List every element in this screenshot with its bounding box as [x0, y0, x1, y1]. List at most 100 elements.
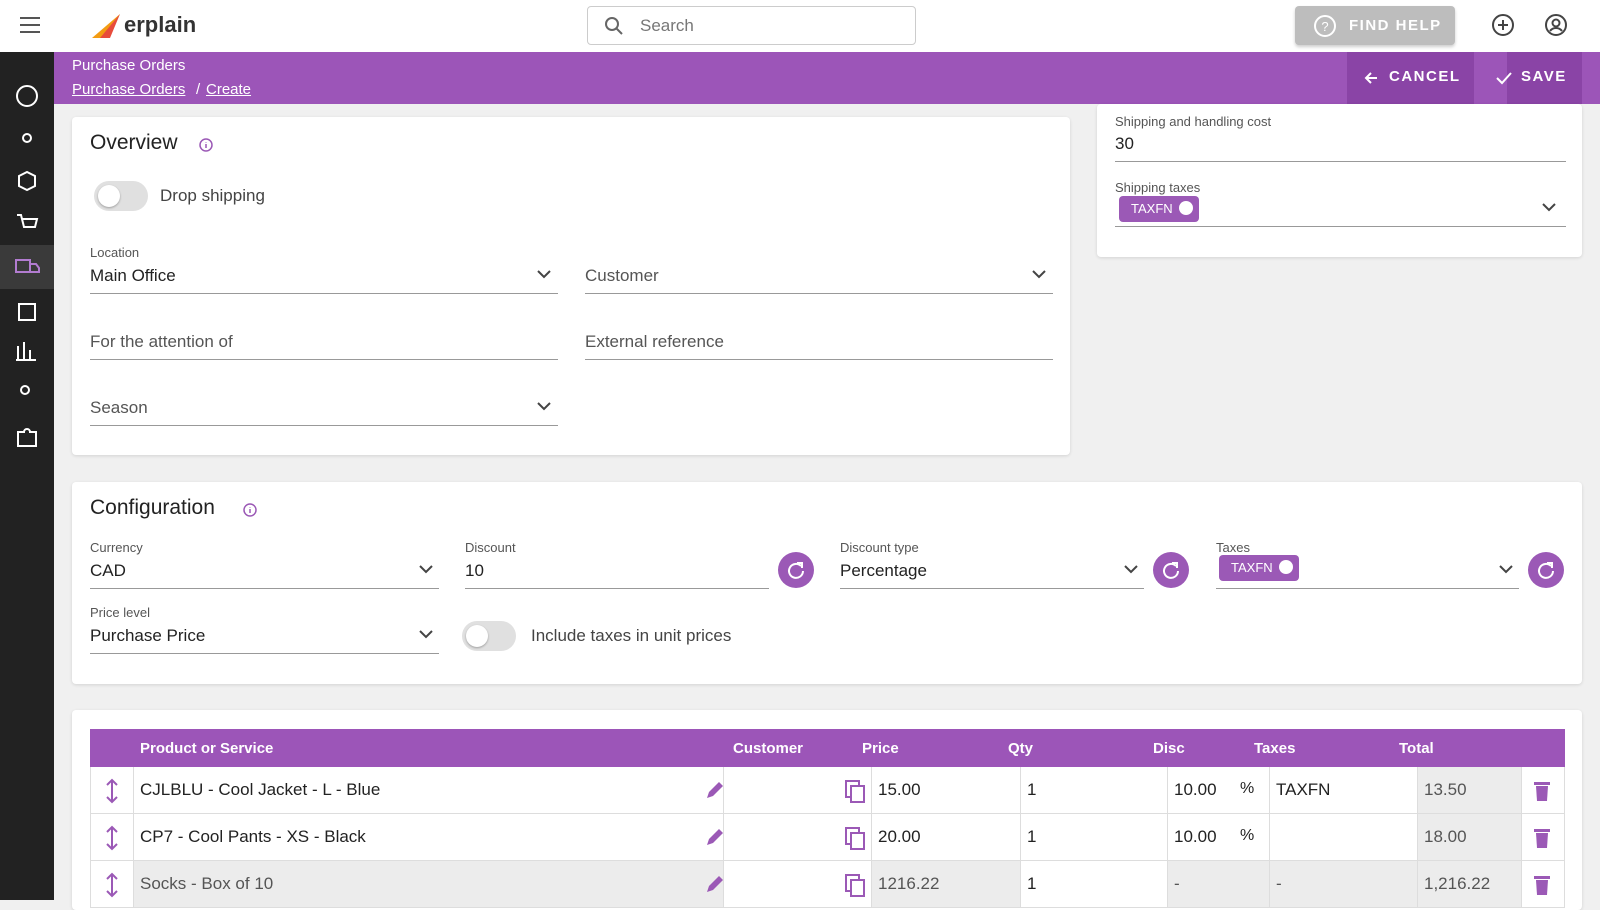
dropdown-arrow[interactable] — [418, 564, 434, 574]
taxes-cell[interactable]: TAXFN — [1270, 767, 1418, 813]
total-cell: 1,216.22 — [1418, 861, 1522, 907]
cancel-button[interactable]: CANCEL — [1347, 52, 1474, 104]
edit-button[interactable] — [704, 826, 726, 848]
include-taxes-toggle[interactable] — [462, 621, 516, 651]
field-underline — [585, 359, 1053, 360]
breadcrumb-current[interactable]: Create — [206, 81, 252, 98]
apply-discount-type-button[interactable] — [1153, 552, 1189, 588]
orders-icon[interactable] — [18, 303, 36, 321]
refresh-icon — [1538, 562, 1554, 579]
discount-type-value[interactable]: Percentage — [840, 561, 927, 580]
lines-card: Product or Service Customer Price Qty Disc Ta… — [72, 710, 1582, 910]
column-header[interactable]: Price — [862, 740, 899, 757]
contacts-icon[interactable] — [22, 133, 32, 143]
edit-button[interactable] — [704, 873, 726, 895]
copy-button[interactable] — [844, 873, 866, 897]
disc-cell[interactable]: - — [1168, 861, 1270, 907]
purchases-icon[interactable] — [15, 259, 40, 273]
delete-button[interactable] — [1533, 827, 1551, 849]
discount-value[interactable]: 10 — [465, 561, 484, 580]
discount-type-label: Discount type — [840, 540, 919, 555]
tax-chip[interactable]: TAXFN — [1219, 555, 1299, 581]
shipping-card: Shipping and handling cost 30 Shipping t… — [1097, 104, 1582, 257]
price-cell[interactable]: 15.00 — [872, 767, 1021, 813]
field-underline — [90, 425, 558, 426]
configuration-title: Configuration — [90, 496, 215, 519]
drop-shipping-label: Drop shipping — [160, 186, 265, 205]
dropdown-arrow[interactable] — [1498, 564, 1514, 574]
customer-cell[interactable] — [724, 861, 872, 907]
dashboard-icon[interactable] — [16, 85, 38, 107]
total-cell: 13.50 — [1418, 767, 1522, 813]
customer-cell[interactable] — [724, 814, 872, 860]
table-header — [90, 729, 1565, 767]
menu-button[interactable] — [20, 16, 42, 34]
qty-cell[interactable]: 1 — [1021, 814, 1168, 860]
product-cell[interactable]: CP7 - Cool Pants - XS - Black — [134, 814, 724, 860]
add-button[interactable] — [1491, 13, 1515, 37]
column-header[interactable]: Total — [1399, 740, 1434, 757]
apply-discount-button[interactable] — [778, 552, 814, 588]
dropdown-arrow[interactable] — [1541, 202, 1557, 212]
price-cell[interactable]: 1216.22 — [872, 861, 1021, 907]
copy-button[interactable] — [844, 826, 866, 850]
disc-cell[interactable]: 10.00 — [1168, 767, 1270, 813]
product-cell[interactable]: Socks - Box of 10 — [134, 861, 724, 907]
breadcrumb-link[interactable]: Purchase Orders — [72, 81, 186, 98]
qty-cell[interactable]: 1 — [1021, 767, 1168, 813]
drag-handle[interactable] — [102, 824, 122, 852]
drop-shipping-toggle[interactable] — [94, 181, 148, 211]
delete-button[interactable] — [1533, 874, 1551, 896]
drag-handle[interactable] — [102, 871, 122, 899]
column-header[interactable]: Customer — [732, 740, 803, 757]
column-header[interactable]: Product or Service — [140, 740, 274, 757]
currency-label: Currency — [90, 540, 143, 555]
delete-button[interactable] — [1533, 780, 1551, 802]
sales-icon[interactable] — [17, 214, 39, 228]
currency-value[interactable]: CAD — [90, 561, 126, 580]
attention-field[interactable]: For the attention of — [90, 332, 233, 351]
location-value[interactable]: Main Office — [90, 266, 176, 285]
apps-icon[interactable] — [17, 428, 37, 447]
info-icon[interactable] — [198, 137, 214, 153]
disc-cell[interactable]: 10.00 — [1168, 814, 1270, 860]
drag-handle[interactable] — [102, 777, 122, 805]
column-header[interactable]: Disc — [1153, 740, 1185, 757]
dropdown-arrow[interactable] — [418, 629, 434, 639]
overview-card: Overview Drop shipping Location Main Off… — [72, 117, 1070, 455]
copy-button[interactable] — [844, 779, 866, 803]
field-underline — [1216, 588, 1519, 589]
apply-taxes-button[interactable] — [1528, 552, 1564, 588]
season-field[interactable]: Season — [90, 398, 148, 417]
save-button[interactable]: SAVE — [1496, 52, 1582, 104]
profile-button[interactable] — [1544, 13, 1568, 37]
product-cell[interactable]: CJLBLU - Cool Jacket - L - Blue — [134, 767, 724, 813]
search-box[interactable]: Search — [587, 6, 916, 45]
products-icon[interactable] — [18, 170, 36, 192]
taxes-cell[interactable]: - — [1270, 861, 1418, 907]
taxes-cell[interactable] — [1270, 814, 1418, 860]
price-level-value[interactable]: Purchase Price — [90, 626, 206, 645]
dropdown-arrow[interactable] — [536, 401, 552, 411]
price-cell[interactable]: 20.00 — [872, 814, 1021, 860]
dropdown-arrow[interactable] — [1123, 564, 1139, 574]
column-header[interactable]: Qty — [1008, 740, 1034, 757]
customer-cell[interactable] — [724, 767, 872, 813]
info-icon[interactable] — [242, 502, 258, 518]
reports-icon[interactable] — [16, 342, 36, 361]
dropdown-arrow[interactable] — [536, 269, 552, 279]
external-reference-field[interactable]: External reference — [585, 332, 724, 351]
find-help-button[interactable]: ? FIND HELP — [1295, 6, 1455, 45]
customer-field[interactable]: Customer — [585, 266, 659, 285]
logo-icon — [92, 14, 120, 38]
logo-text[interactable]: erplain — [124, 12, 197, 37]
edit-button[interactable] — [704, 779, 726, 801]
column-header[interactable]: Taxes — [1254, 740, 1296, 757]
users-icon[interactable] — [20, 385, 30, 395]
taxes-label: Taxes — [1216, 540, 1250, 555]
tax-chip[interactable]: TAXFN — [1119, 196, 1199, 222]
qty-cell[interactable]: 1 — [1021, 861, 1168, 907]
dropdown-arrow[interactable] — [1031, 269, 1047, 279]
shipping-cost-value[interactable]: 30 — [1115, 134, 1134, 153]
